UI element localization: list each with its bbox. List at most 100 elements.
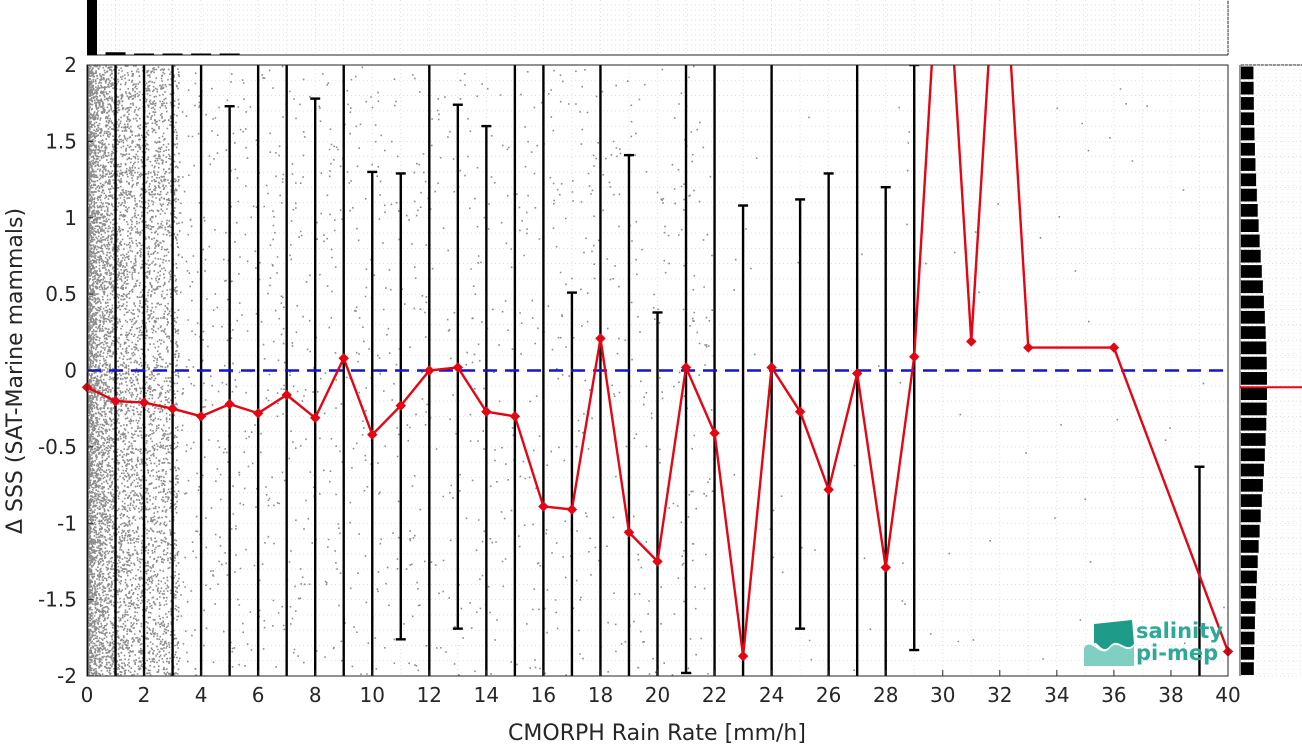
- logo-text-pimep: pi-mep: [1136, 641, 1218, 665]
- y-tick-label: 2: [64, 53, 77, 77]
- series-marker: [1023, 342, 1034, 353]
- right-histogram: [1239, 64, 1302, 677]
- x-tick-label: 32: [987, 683, 1012, 707]
- right-hist-bar: [1241, 310, 1265, 324]
- right-hist-bar: [1241, 524, 1260, 538]
- top-hist-bar: [87, 0, 97, 55]
- x-tick-label: 18: [588, 683, 613, 707]
- series-marker: [966, 336, 977, 347]
- series-marker: [823, 484, 834, 495]
- series-marker: [195, 411, 207, 422]
- top-hist-bar: [162, 53, 183, 55]
- y-tick-label: 1.5: [45, 129, 77, 153]
- y-tick-label: -1: [57, 511, 77, 535]
- error-bar: [566, 291, 577, 676]
- right-hist-bar: [1241, 555, 1258, 569]
- x-tick-label: 26: [816, 683, 841, 707]
- x-tick-labels: 0 2 4 6 8 10 12 14 16 18 20 22 24 26 28 30 32 34 36 38 40: [81, 683, 1241, 707]
- y-tick-label: 1: [64, 206, 77, 230]
- logo-wave-icon-2: [1094, 620, 1134, 650]
- series-marker: [224, 398, 235, 410]
- series-marker: [623, 527, 635, 538]
- y-tick-labels: -2 -1.5 -1 -0.5 0 0.5 1 1.5 2: [38, 53, 77, 688]
- x-tick-label: 12: [417, 683, 442, 707]
- series-marker: [652, 556, 663, 567]
- right-hist-bar: [1241, 585, 1257, 599]
- x-tick-label: 2: [138, 683, 151, 707]
- right-hist-bar: [1241, 249, 1261, 263]
- right-hist-bar: [1241, 295, 1264, 309]
- top-hist-bar: [191, 53, 212, 55]
- series-marker: [595, 333, 606, 344]
- y-tick-label: 0: [64, 359, 77, 383]
- error-bar: [224, 105, 235, 676]
- top-hist-bar: [134, 53, 155, 55]
- y-tick-label: -2: [57, 664, 77, 688]
- error-bar: [1194, 465, 1205, 676]
- x-tick-label: 30: [930, 683, 955, 707]
- y-axis-label: Δ SSS (SAT-Marine mammals): [3, 208, 28, 534]
- series-marker: [1108, 342, 1120, 353]
- series-marker: [424, 365, 435, 376]
- right-hist-bar: [1241, 326, 1266, 339]
- right-hist-bar: [1241, 372, 1267, 385]
- y-tick-label: -1.5: [38, 588, 77, 612]
- x-tick-label: 16: [531, 683, 556, 707]
- right-hist-bar: [1241, 616, 1255, 630]
- x-tick-label: 4: [195, 683, 208, 707]
- series-marker: [880, 562, 891, 573]
- right-hist-bar: [1241, 417, 1267, 431]
- right-hist-bar: [1241, 601, 1256, 614]
- right-hist-bar: [1241, 188, 1257, 202]
- x-tick-label: 36: [1101, 683, 1126, 707]
- right-hist-bar: [1241, 280, 1263, 294]
- right-hist-bar: [1241, 356, 1267, 370]
- x-tick-label: 24: [759, 683, 784, 707]
- error-bar: [623, 153, 634, 676]
- series-marker: [395, 400, 406, 411]
- right-hist-bar: [1241, 142, 1255, 156]
- series-marker: [566, 504, 578, 515]
- series-marker: [709, 427, 720, 439]
- logo-wave-icon: [1084, 644, 1134, 666]
- right-hist-bar: [1241, 234, 1260, 248]
- series-marker: [538, 501, 549, 512]
- right-hist-bar: [1241, 646, 1255, 660]
- series-marker: [794, 406, 806, 417]
- right-hist-bar: [1241, 478, 1263, 492]
- x-tick-label: 8: [309, 683, 322, 707]
- series-marker: [851, 368, 863, 379]
- series-marker: [367, 429, 378, 440]
- right-hist-bar: [1241, 387, 1267, 401]
- error-bar: [738, 204, 749, 676]
- series-marker: [167, 403, 178, 414]
- x-tick-label: 22: [702, 683, 727, 707]
- x-tick-label: 20: [645, 683, 670, 707]
- right-hist-bar: [1241, 540, 1259, 553]
- series-marker: [452, 362, 464, 373]
- x-tick-label: 38: [1158, 683, 1183, 707]
- series-marker: [338, 353, 349, 364]
- right-hist-bar: [1241, 631, 1255, 645]
- series-marker: [281, 389, 292, 401]
- top-histogram: [86, 0, 1229, 56]
- series-marker: [138, 397, 150, 408]
- series-marker: [110, 395, 121, 407]
- series-line: [87, 65, 1228, 657]
- salinity-pimep-logo: salinity pi-mep: [1084, 619, 1223, 666]
- series-marker: [481, 406, 492, 417]
- error-bar: [880, 185, 891, 676]
- error-bar: [367, 170, 378, 676]
- right-hist-bar: [1241, 463, 1264, 477]
- y-tick-label: 0.5: [45, 282, 77, 306]
- error-bar: [823, 172, 834, 676]
- error-bar: [481, 124, 492, 676]
- right-hist-bar: [1241, 402, 1267, 416]
- x-tick-label: 14: [474, 683, 499, 707]
- series-marker: [309, 412, 321, 424]
- x-tick-label: 0: [81, 683, 94, 707]
- axes: [86, 64, 1229, 677]
- series-marker: [766, 362, 777, 373]
